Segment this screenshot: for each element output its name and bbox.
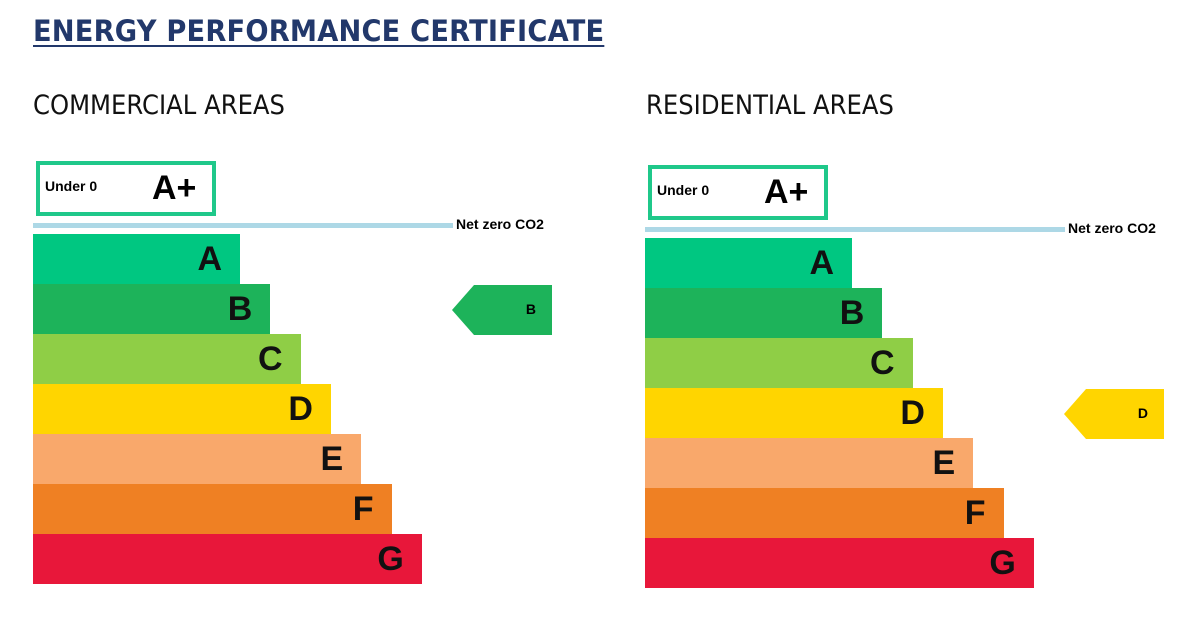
band-e: E <box>645 438 974 488</box>
band-label: A <box>809 244 834 282</box>
band-label: D <box>900 394 925 432</box>
band-label: F <box>964 494 986 532</box>
band-label: C <box>258 340 283 378</box>
band-label: G <box>377 540 404 578</box>
band-f: F <box>645 488 1004 538</box>
residential-heading: RESIDENTIAL AREAS <box>646 90 894 121</box>
band-a: A <box>33 234 240 284</box>
band-b: B <box>33 284 271 334</box>
band-label: E <box>320 440 344 478</box>
band-g: G <box>645 538 1034 588</box>
band-f: F <box>33 484 392 534</box>
net-zero-line <box>645 227 1065 232</box>
band-label: B <box>227 290 253 328</box>
net-zero-label: Net zero CO2 <box>1068 220 1156 236</box>
net-zero-line <box>33 223 453 228</box>
band-e: E <box>33 434 362 484</box>
band-label: D <box>288 390 313 428</box>
band-d: D <box>33 384 331 434</box>
current-rating-label: D <box>1137 405 1148 421</box>
band-label: A <box>197 240 222 278</box>
aplus-text: Under 0 <box>45 178 98 194</box>
current-rating-arrow: D <box>1064 389 1164 439</box>
aplus-box: Under 0 A+ <box>36 161 216 216</box>
band-d: D <box>645 388 943 438</box>
band-c: C <box>33 334 301 384</box>
net-zero-label: Net zero CO2 <box>456 216 544 232</box>
band-g: G <box>33 534 422 584</box>
aplus-grade: A+ <box>764 173 809 211</box>
band-label: E <box>932 444 956 482</box>
page-title: ENERGY PERFORMANCE CERTIFICATE <box>33 14 605 48</box>
band-label: G <box>989 544 1016 582</box>
band-c: C <box>645 338 913 388</box>
band-label: B <box>839 294 865 332</box>
commercial-heading: COMMERCIAL AREAS <box>33 90 285 121</box>
aplus-box: Under 0 A+ <box>648 165 828 220</box>
aplus-text: Under 0 <box>657 182 710 198</box>
current-rating-label: B <box>525 301 536 317</box>
band-label: F <box>352 490 374 528</box>
current-rating-arrow: B <box>452 285 552 335</box>
band-a: A <box>645 238 852 288</box>
band-b: B <box>645 288 883 338</box>
aplus-grade: A+ <box>152 169 197 207</box>
band-label: C <box>870 344 895 382</box>
